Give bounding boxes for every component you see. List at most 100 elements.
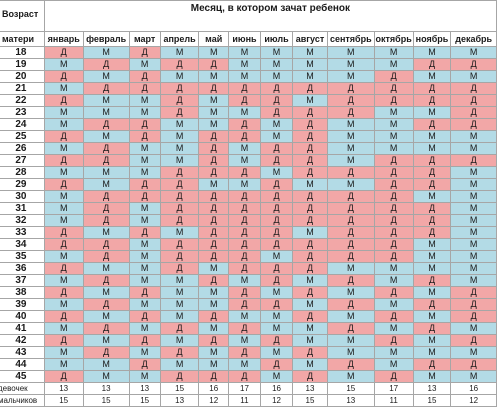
gender-cell[interactable]: Д [373,70,414,83]
gender-cell[interactable]: Д [292,250,328,263]
gender-cell[interactable]: М [198,322,229,335]
gender-cell[interactable]: М [227,142,261,155]
total-value-cell[interactable]: 13 [159,394,200,407]
gender-cell[interactable]: Д [43,334,84,347]
gender-cell[interactable]: М [450,250,497,263]
age-cell[interactable]: 45 [0,370,45,383]
gender-cell[interactable]: Д [198,82,229,95]
gender-cell[interactable]: Д [43,94,84,107]
gender-cell[interactable]: Д [326,94,375,107]
gender-cell[interactable]: М [198,46,229,59]
month-header-cell[interactable]: май [198,31,229,47]
gender-cell[interactable]: Д [43,370,84,383]
gender-cell[interactable]: М [82,286,130,299]
gender-cell[interactable]: М [259,346,294,359]
gender-cell[interactable]: М [412,46,452,59]
gender-cell[interactable]: Д [159,322,200,335]
gender-cell[interactable]: Д [292,190,328,203]
gender-cell[interactable]: Д [326,322,375,335]
gender-cell[interactable]: М [128,142,161,155]
gender-cell[interactable]: Д [373,178,414,191]
gender-cell[interactable]: Д [43,154,84,167]
gender-cell[interactable]: М [450,130,497,143]
gender-cell[interactable]: М [128,154,161,167]
gender-cell[interactable]: М [43,166,84,179]
gender-cell[interactable]: М [450,322,497,335]
gender-cell[interactable]: Д [159,58,200,71]
gender-cell[interactable]: М [326,142,375,155]
gender-cell[interactable]: Д [412,298,452,311]
gender-cell[interactable]: М [159,154,200,167]
gender-cell[interactable]: М [373,322,414,335]
gender-cell[interactable]: Д [412,58,452,71]
gender-cell[interactable]: М [159,310,200,323]
gender-cell[interactable]: Д [159,94,200,107]
gender-cell[interactable]: М [159,70,200,83]
gender-cell[interactable]: Д [373,214,414,227]
gender-cell[interactable]: Д [227,130,261,143]
gender-cell[interactable]: М [412,190,452,203]
gender-cell[interactable]: М [259,130,294,143]
gender-cell[interactable]: М [412,310,452,323]
gender-cell[interactable]: Д [326,190,375,203]
gender-cell[interactable]: Д [198,250,229,263]
gender-cell[interactable]: М [326,370,375,383]
gender-cell[interactable]: Д [82,274,130,287]
month-header-cell[interactable]: апрель [159,31,200,47]
gender-cell[interactable]: М [198,94,229,107]
gender-cell[interactable]: Д [128,118,161,131]
gender-cell[interactable]: Д [227,166,261,179]
gender-cell[interactable]: Д [159,190,200,203]
gender-cell[interactable]: М [227,70,261,83]
age-cell[interactable]: 25 [0,130,45,143]
gender-cell[interactable]: Д [227,226,261,239]
gender-cell[interactable]: М [326,118,375,131]
gender-cell[interactable]: Д [159,370,200,383]
age-cell[interactable]: 43 [0,346,45,359]
gender-cell[interactable]: Д [198,166,229,179]
gender-cell[interactable]: Д [292,166,328,179]
gender-cell[interactable]: М [326,310,375,323]
age-cell[interactable]: 27 [0,154,45,167]
month-header-cell[interactable]: август [292,31,328,47]
age-cell[interactable]: 28 [0,166,45,179]
age-cell[interactable]: 19 [0,58,45,71]
gender-cell[interactable]: Д [259,214,294,227]
gender-cell[interactable]: Д [159,106,200,119]
gender-cell[interactable]: Д [292,310,328,323]
total-label-cell[interactable]: мальчиков [0,394,45,407]
gender-cell[interactable]: Д [259,262,294,275]
gender-cell[interactable]: Д [82,118,130,131]
gender-cell[interactable]: Д [259,226,294,239]
gender-cell[interactable]: М [292,298,328,311]
gender-cell[interactable]: М [82,310,130,323]
gender-cell[interactable]: М [43,82,84,95]
gender-cell[interactable]: М [259,322,294,335]
age-cell[interactable]: 39 [0,298,45,311]
gender-cell[interactable]: Д [412,322,452,335]
gender-cell[interactable]: Д [326,250,375,263]
gender-cell[interactable]: М [82,334,130,347]
gender-cell[interactable]: М [412,70,452,83]
gender-cell[interactable]: М [373,262,414,275]
gender-cell[interactable]: Д [292,82,328,95]
gender-cell[interactable]: М [326,334,375,347]
gender-cell[interactable]: М [43,346,84,359]
gender-cell[interactable]: М [227,106,261,119]
gender-cell[interactable]: М [412,346,452,359]
gender-cell[interactable]: М [198,346,229,359]
gender-cell[interactable]: Д [450,154,497,167]
gender-cell[interactable]: Д [326,226,375,239]
gender-cell[interactable]: Д [227,250,261,263]
total-value-cell[interactable]: 13 [43,382,84,395]
gender-cell[interactable]: М [82,166,130,179]
gender-cell[interactable]: Д [450,94,497,107]
gender-cell[interactable]: М [159,118,200,131]
total-value-cell[interactable]: 11 [227,394,261,407]
gender-cell[interactable]: М [292,178,328,191]
gender-cell[interactable]: М [259,46,294,59]
gender-cell[interactable]: М [450,190,497,203]
gender-cell[interactable]: М [128,166,161,179]
total-value-cell[interactable]: 13 [412,382,452,395]
age-cell[interactable]: 20 [0,70,45,83]
